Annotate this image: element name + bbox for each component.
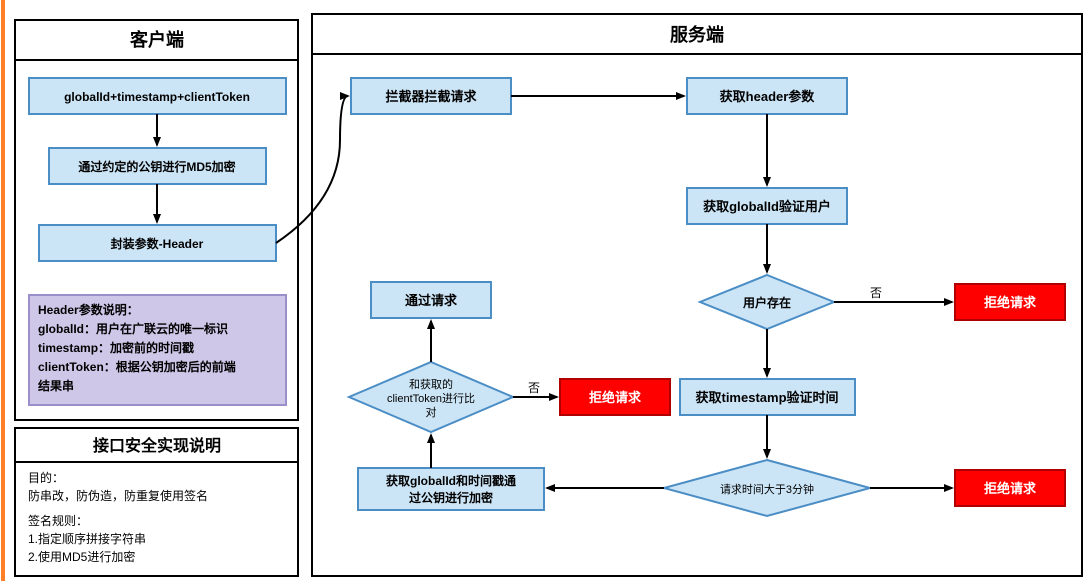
svg-text:2.使用MD5进行加密: 2.使用MD5进行加密: [28, 549, 135, 564]
svg-text:结果串: 结果串: [38, 378, 74, 393]
svg-text:过公钥进行加密: 过公钥进行加密: [409, 490, 493, 505]
time-check-diamond: 请求时间大于3分钟: [664, 460, 870, 516]
svg-text:1.指定顺序拼接字符串: 1.指定顺序拼接字符串: [28, 531, 146, 546]
svg-text:否: 否: [528, 381, 540, 395]
svg-text:timestamp：加密前的时间戳: timestamp：加密前的时间戳: [38, 340, 194, 355]
client-container: 客户端 globalId+timestamp+clientToken 通过约定的…: [15, 20, 298, 420]
svg-text:拦截器拦截请求: 拦截器拦截请求: [385, 89, 477, 104]
svg-text:拒绝请求: 拒绝请求: [984, 295, 1037, 310]
svg-text:目的：: 目的：: [28, 470, 64, 485]
svg-text:globalId：用户在广联云的唯一标识: globalId：用户在广联云的唯一标识: [38, 321, 228, 336]
svg-text:签名规则：: 签名规则：: [28, 513, 88, 528]
svg-text:globalId+timestamp+clientToken: globalId+timestamp+clientToken: [64, 90, 250, 104]
client-title: 客户端: [130, 29, 184, 50]
svg-text:拒绝请求: 拒绝请求: [589, 390, 642, 405]
svg-text:否: 否: [870, 286, 882, 300]
svg-text:和获取的: 和获取的: [409, 377, 453, 391]
server-container: 服务端 拦截器拦截请求 获取header参数 获取globalId验证用户 用户…: [276, 14, 1082, 576]
svg-text:clientToken进行比: clientToken进行比: [387, 392, 475, 405]
svg-text:防串改，防伪造，防重复使用签名: 防串改，防伪造，防重复使用签名: [28, 488, 208, 503]
server-title: 服务端: [670, 24, 724, 45]
svg-text:clientToken：根据公钥加密后的前端: clientToken：根据公钥加密后的前端: [38, 359, 236, 374]
svg-text:用户存在: 用户存在: [742, 295, 791, 310]
compare-diamond: 和获取的 clientToken进行比 对: [349, 362, 513, 432]
svg-text:对: 对: [426, 405, 437, 419]
security-container: 接口安全实现说明 目的： 防串改，防伪造，防重复使用签名 签名规则： 1.指定顺…: [15, 428, 298, 576]
svg-text:获取timestamp验证时间: 获取timestamp验证时间: [695, 390, 838, 405]
svg-text:通过请求: 通过请求: [405, 293, 458, 308]
svg-text:获取header参数: 获取header参数: [720, 89, 816, 104]
svg-text:封装参数-Header: 封装参数-Header: [111, 236, 204, 251]
svg-text:Header参数说明：: Header参数说明：: [38, 302, 139, 317]
svg-text:通过约定的公钥进行MD5加密: 通过约定的公钥进行MD5加密: [78, 159, 235, 174]
user-exists-diamond: 用户存在: [700, 275, 834, 329]
svg-text:请求时间大于3分钟: 请求时间大于3分钟: [720, 482, 814, 496]
security-title: 接口安全实现说明: [93, 436, 221, 455]
svg-text:获取globalId和时间戳通: 获取globalId和时间戳通: [385, 473, 516, 488]
svg-text:拒绝请求: 拒绝请求: [984, 481, 1037, 496]
svg-text:获取globalId验证用户: 获取globalId验证用户: [703, 199, 831, 214]
